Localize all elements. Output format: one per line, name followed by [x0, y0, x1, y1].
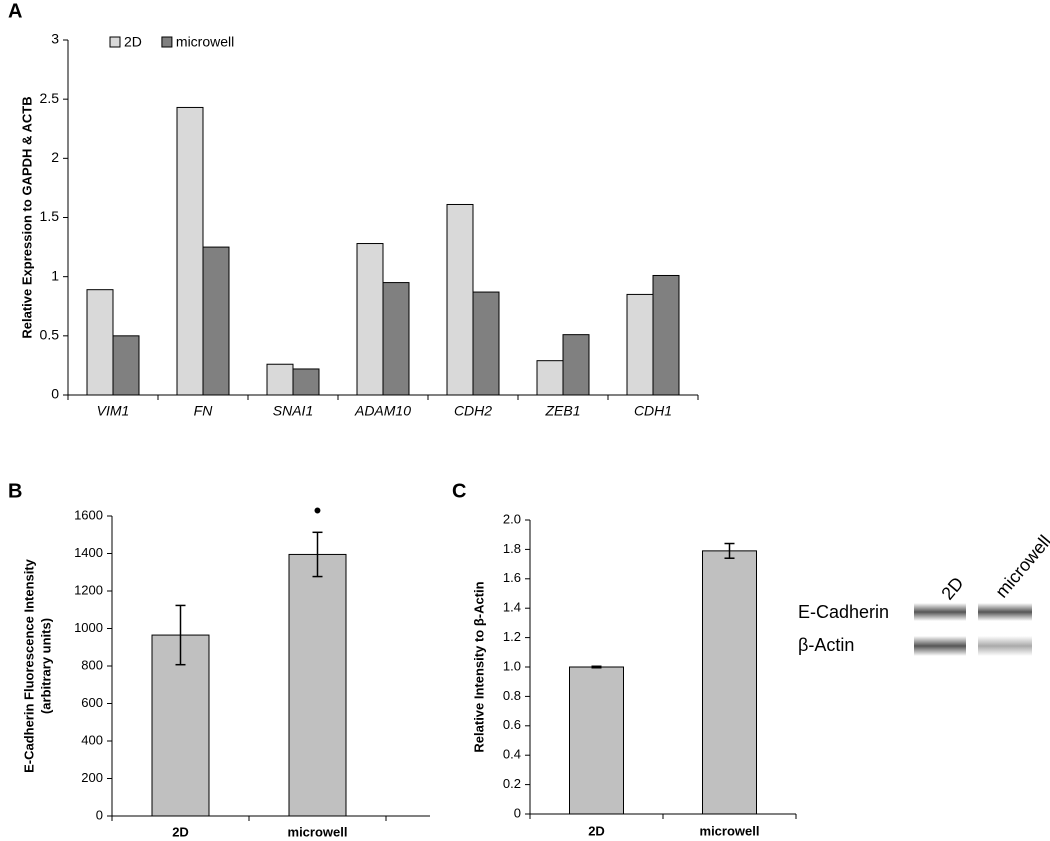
x-tick-label: FN	[194, 403, 214, 419]
legend-label: 2D	[124, 34, 142, 50]
band-label: E-Cadherin	[798, 602, 889, 622]
y-axis-label: Relative Intensity to β-Actin	[471, 581, 486, 752]
blot-band	[914, 636, 966, 656]
bar	[626, 293, 654, 396]
x-tick-label: ZEB1	[544, 403, 580, 419]
y-tick-label: 1000	[74, 620, 103, 635]
y-tick-label: 400	[81, 732, 103, 747]
significance-marker: •	[314, 498, 322, 523]
blot-band	[978, 636, 1032, 656]
bar	[382, 282, 410, 396]
y-tick-label: 0.2	[503, 776, 521, 791]
y-tick-label: 200	[81, 770, 103, 785]
y-tick-label: 2.0	[503, 511, 521, 526]
error-bar	[724, 542, 735, 559]
x-tick-label: CDH1	[634, 403, 672, 419]
chart-panel: B E-Cadherin Fluorescence Intensity (arbit…	[8, 480, 430, 839]
y-axis-label: E-Cadherin Fluorescence Intensity	[21, 558, 36, 773]
y-tick-label: 0.4	[503, 747, 521, 762]
bar	[266, 363, 294, 396]
band-label: β-Actin	[798, 635, 854, 655]
bar	[202, 246, 230, 396]
x-tick-label: microwell	[700, 823, 760, 838]
y-tick-label: 1.5	[40, 208, 60, 224]
bar	[536, 360, 564, 396]
bar	[288, 553, 347, 817]
blot-band	[914, 603, 966, 621]
y-tick-label: 2	[51, 149, 59, 165]
y-tick-label: 1	[51, 267, 59, 283]
blot-band	[978, 603, 1032, 621]
x-tick-label: VIM1	[97, 403, 130, 419]
y-tick-label: 0	[96, 807, 103, 822]
y-tick-label: 3	[51, 31, 59, 47]
bar	[356, 243, 384, 396]
y-tick-label: 0	[514, 805, 521, 820]
y-tick-label: 1.0	[503, 658, 521, 673]
y-tick-label: 800	[81, 657, 103, 672]
y-tick-label: 1.6	[503, 570, 521, 585]
y-tick-label: 0.8	[503, 688, 521, 703]
bar	[569, 666, 624, 815]
bar	[562, 334, 590, 396]
y-tick-label: 0.5	[40, 327, 60, 343]
bar	[86, 289, 114, 396]
panel-label: A	[8, 0, 22, 22]
error-bar	[591, 665, 602, 669]
x-tick-label: 2D	[588, 823, 605, 838]
x-tick-label: CDH2	[454, 403, 492, 419]
blot-image: 2D microwell E-Cadherin β-Actin	[798, 531, 1050, 656]
legend-swatch	[161, 36, 173, 48]
bar	[176, 106, 204, 396]
bar	[652, 274, 680, 396]
y-tick-label: 1400	[74, 545, 103, 560]
error-bar	[175, 604, 186, 666]
bar	[292, 368, 320, 396]
legend-label: microwell	[176, 34, 234, 50]
y-tick-label: 1600	[74, 507, 103, 522]
bar	[112, 335, 140, 396]
error-bar	[312, 531, 323, 578]
y-tick-label: 1.2	[503, 629, 521, 644]
y-tick-label: 0.6	[503, 717, 521, 732]
legend-swatch	[109, 36, 121, 48]
x-tick-label: 2D	[172, 824, 189, 839]
y-tick-label: 600	[81, 695, 103, 710]
chart-panel: A Relative Expression to GAPDH & ACTB 0 0.5…	[8, 0, 699, 419]
y-tick-label: 1.4	[503, 600, 521, 615]
lane-label: 2D	[937, 573, 967, 603]
y-tick-label: 1.8	[503, 541, 521, 556]
panel-label: C	[452, 480, 466, 502]
bar	[472, 291, 500, 396]
x-tick-label: microwell	[288, 824, 348, 839]
y-axis-label: Relative Expression to GAPDH & ACTB	[19, 96, 34, 338]
y-tick-label: 0	[51, 386, 59, 402]
panel-label: B	[8, 480, 22, 502]
bar	[702, 550, 757, 815]
chart-panel: C Relative Intensity to β-Actin 0 0.2 0.4 0.6…	[452, 480, 797, 838]
bar	[446, 203, 474, 396]
x-tick-label: ADAM10	[354, 403, 411, 419]
y-axis-label: (arbitrary units)	[38, 618, 53, 714]
y-tick-label: 1200	[74, 582, 103, 597]
x-tick-label: SNAI1	[273, 403, 313, 419]
lane-label: microwell	[991, 531, 1050, 601]
y-tick-label: 2.5	[40, 90, 60, 106]
